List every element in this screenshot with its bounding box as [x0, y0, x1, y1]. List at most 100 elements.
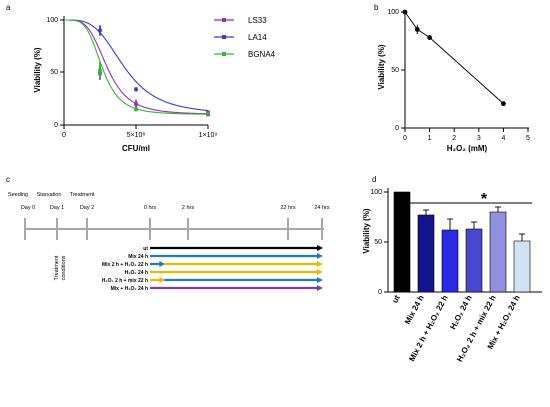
panel-b-x-tick-label: 2	[452, 135, 456, 142]
phase-label-starvation: Starvation	[37, 192, 62, 198]
significance-star: *	[481, 191, 488, 208]
panel-a: a Viability (%) CFU/ml 0 50 100 0 5×10⁸ …	[6, 3, 276, 153]
category-label: ut	[390, 293, 402, 304]
legend-item: LS33	[214, 16, 267, 25]
data-point	[98, 28, 102, 33]
fit-curve-LA14	[64, 19, 209, 112]
data-point	[414, 27, 420, 32]
data-point	[134, 102, 138, 106]
side-label-line1: Treatment	[54, 255, 60, 280]
panel-b-y-tick-label: 0	[395, 125, 399, 132]
treatment-arrow-head	[317, 277, 323, 283]
data-point	[134, 107, 138, 112]
condition-label: H₂O₂ 24 h	[125, 270, 148, 276]
panel-d: d Viability (%) 0 50 100 * ut Mix 24 h M…	[362, 175, 542, 363]
data-point	[98, 68, 102, 73]
panel-a-y-tick-label: 0	[54, 122, 58, 129]
panel-a-curves	[64, 19, 210, 117]
panel-b-x-tick-label: 5	[526, 135, 530, 142]
panel-b-y-label: Viability (%)	[377, 44, 386, 90]
treatment-arrow-head	[317, 245, 323, 251]
panel-b-y-tick-label: 100	[387, 9, 399, 16]
panel-b-x-label: H₂O₂ (mM)	[447, 144, 488, 153]
condition-rows: ut Mix 24 h Mix 2 h + H₂O₂ 22 h H₂O₂ 24 …	[102, 246, 149, 292]
condition-label: ut	[143, 246, 148, 252]
panel-d-y-tick-label: 0	[378, 289, 382, 296]
panel-b-x-tick-label: 1	[428, 135, 432, 142]
bar-4	[489, 211, 507, 293]
panel-d-y-tick-label: 50	[374, 239, 382, 246]
legend-label: LA14	[248, 33, 267, 42]
panel-a-y-label: Viability (%)	[33, 47, 42, 93]
legend-label: BGNA4	[248, 50, 276, 59]
treatment-arrow-head	[159, 277, 166, 283]
panel-a-letter: a	[6, 3, 11, 12]
legend-item: LA14	[214, 33, 267, 42]
panel-b-x-tick-label: 4	[501, 135, 505, 142]
data-point	[206, 111, 210, 116]
panel-d-y-tick-label: 100	[370, 189, 382, 196]
bar-5	[513, 240, 531, 293]
legend-marker	[222, 35, 226, 39]
panel-b-x-tick-label: 3	[477, 135, 481, 142]
panel-b-y-tick-label: 50	[391, 67, 399, 74]
panel-c: c Seeding Starvation Treatment Day 0 Day…	[6, 175, 330, 292]
timeline-ticks	[24, 218, 323, 240]
hour-label: 0 hrs	[144, 205, 156, 211]
data-point	[134, 87, 138, 92]
treatment-arrow-head	[317, 253, 323, 259]
day-label: Day 2	[80, 205, 94, 211]
phase-label-seeding: Seeding	[8, 192, 28, 198]
panel-d-letter: d	[372, 175, 376, 184]
panel-d-bars	[393, 191, 531, 293]
category-label: Mix 24 h	[403, 294, 426, 326]
panel-b-letter: b	[374, 3, 379, 12]
panel-b-x-tick-label: 0	[403, 135, 407, 142]
series-line	[404, 11, 504, 104]
legend-marker	[222, 52, 226, 56]
legend-marker	[222, 18, 226, 22]
legend-item: BGNA4	[214, 50, 276, 59]
panel-c-letter: c	[6, 175, 10, 184]
condition-label: Mix 24 h	[128, 254, 148, 260]
condition-arrows	[150, 245, 323, 291]
condition-label: Mix 2 h + H₂O₂ 22 h	[102, 262, 148, 268]
fit-curve-LS33	[64, 19, 209, 115]
day-label: Day 0	[21, 205, 35, 211]
treatment-arrow-head	[159, 261, 166, 267]
panel-d-y-ticks: 0 50 100	[370, 189, 388, 296]
treatment-arrow-head	[317, 261, 323, 267]
legend-label: LS33	[248, 16, 267, 25]
data-point	[427, 35, 432, 40]
hour-label: 24 hrs	[314, 205, 330, 211]
panel-b-x-ticks: 0 1 2 3 4 5	[403, 128, 530, 142]
bar-0	[393, 191, 411, 293]
panel-a-x-label: CFU/ml	[122, 144, 150, 153]
panel-a-y-tick-label: 100	[46, 17, 58, 24]
day-label: Day 1	[50, 205, 64, 211]
category-label: H₂O₂ 24 h	[448, 294, 474, 331]
panel-a-x-tick-label: 5×10⁸	[127, 132, 146, 139]
side-label-line2: conditions	[61, 255, 67, 280]
bar-3	[465, 228, 483, 293]
phase-label-treatment: Treatment	[70, 192, 95, 198]
panel-a-legend: LS33 LA14 BGNA4	[214, 16, 276, 59]
panel-b: b Viability (%) H₂O₂ (mM) 0 50 100 0 1 2…	[374, 3, 530, 153]
hour-label: 2 hrs	[182, 205, 194, 211]
hour-label: 22 hrs	[280, 205, 296, 211]
treatment-arrow-head	[317, 269, 323, 275]
panel-a-y-ticks: 0 50 100	[46, 17, 64, 129]
panel-d-category-labels: ut Mix 24 h Mix 2 h + H₂O₂ 22 h H₂O₂ 24 …	[390, 293, 522, 363]
panel-a-y-tick-label: 50	[50, 69, 58, 76]
panel-d-y-label: Viability (%)	[362, 208, 371, 254]
panel-a-x-ticks: 0 5×10⁸ 1×10⁹	[62, 125, 217, 139]
data-point	[501, 101, 506, 107]
bar-1	[417, 214, 435, 293]
panel-b-y-ticks: 0 50 100	[387, 9, 405, 132]
condition-label: Mix + H₂O₂ 24 h	[111, 286, 148, 292]
condition-label: H₂O₂ 2 h + mix 22 h	[102, 278, 148, 284]
panel-b-series	[402, 9, 506, 107]
treatment-arrow-head	[317, 285, 323, 291]
panel-a-x-tick-label: 0	[62, 132, 66, 139]
